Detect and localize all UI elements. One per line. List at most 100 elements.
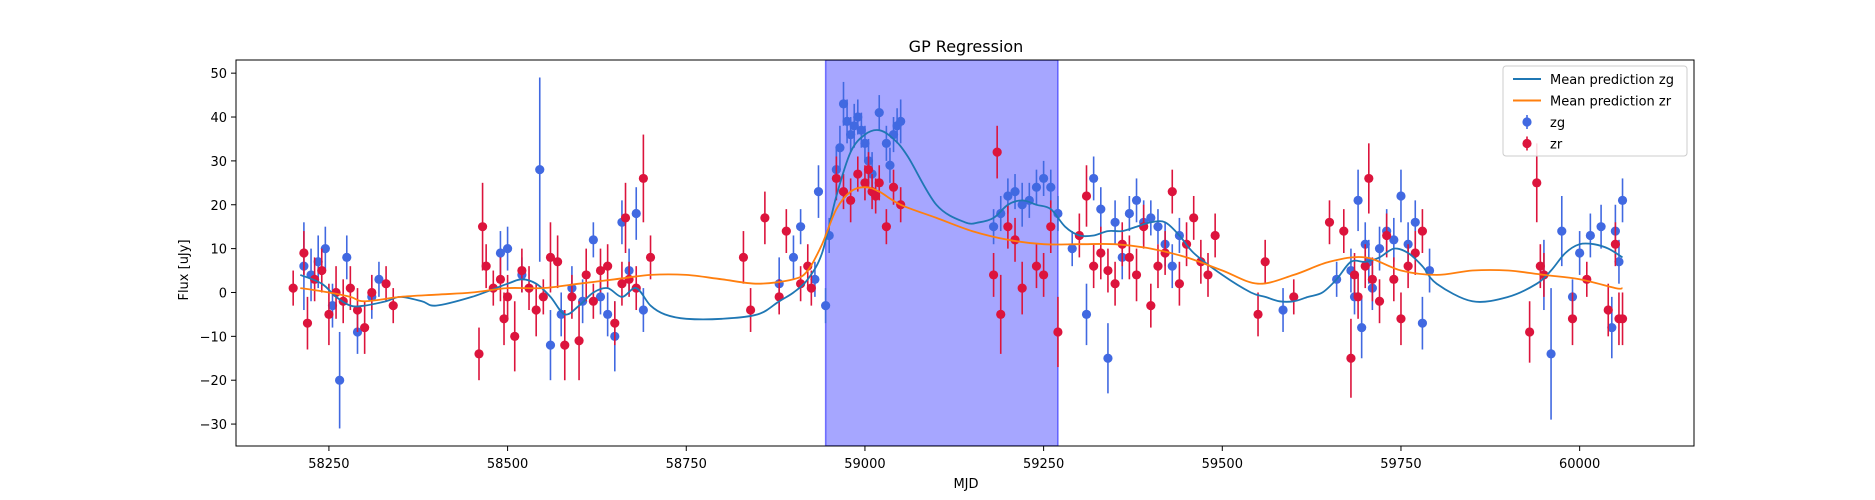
data-point-zr <box>478 222 487 231</box>
data-point-zr <box>567 292 576 301</box>
data-point-zr <box>1364 174 1373 183</box>
data-point-zg <box>1557 226 1566 235</box>
data-point-zr <box>603 262 612 271</box>
data-point-zr <box>1261 257 1270 266</box>
data-point-zg <box>1586 231 1595 240</box>
data-point-zr <box>1018 283 1027 292</box>
data-point-zg <box>821 301 830 310</box>
data-point-zg <box>535 165 544 174</box>
data-point-zr <box>1325 218 1334 227</box>
data-point-zr <box>346 283 355 292</box>
y-tick-label: 30 <box>210 155 227 170</box>
data-point-zr <box>1568 314 1577 323</box>
data-point-zr <box>1611 240 1620 249</box>
data-point-zr <box>574 336 583 345</box>
data-point-zr <box>1032 262 1041 271</box>
data-point-zg <box>1396 191 1405 200</box>
data-point-zr <box>889 183 898 192</box>
data-point-zr <box>381 279 390 288</box>
data-point-zg <box>885 161 894 170</box>
data-point-zr <box>739 253 748 262</box>
data-point-zg <box>1068 244 1077 253</box>
x-tick-label: 60000 <box>1559 457 1600 472</box>
x-tick-label: 58250 <box>308 457 349 472</box>
x-tick-label: 59750 <box>1380 457 1421 472</box>
data-point-zg <box>896 117 905 126</box>
data-point-zr <box>1353 292 1362 301</box>
data-point-zg <box>1046 183 1055 192</box>
data-point-zr <box>1253 310 1262 319</box>
data-point-zr <box>610 319 619 328</box>
y-tick-label: −30 <box>200 418 227 433</box>
legend-swatch-marker-zg <box>1522 117 1531 126</box>
data-point-zg <box>1110 218 1119 227</box>
data-point-zr <box>1132 270 1141 279</box>
data-point-zr <box>1089 262 1098 271</box>
data-point-zr <box>1203 270 1212 279</box>
legend-label-mean-prediction-zg: Mean prediction zg <box>1550 73 1674 88</box>
data-point-zr <box>510 332 519 341</box>
data-point-zr <box>360 323 369 332</box>
data-point-zg <box>989 222 998 231</box>
data-point-zg <box>546 341 555 350</box>
data-point-zr <box>846 196 855 205</box>
legend-swatch-marker-zr <box>1522 139 1531 148</box>
data-point-zr <box>1618 314 1627 323</box>
data-point-zg <box>639 305 648 314</box>
data-point-zg <box>1153 222 1162 231</box>
data-point-zg <box>882 139 891 148</box>
data-point-zr <box>1189 213 1198 222</box>
data-point-zr <box>582 270 591 279</box>
data-point-zr <box>289 283 298 292</box>
data-point-zr <box>1046 222 1055 231</box>
data-point-zr <box>553 257 562 266</box>
y-tick-label: 10 <box>210 243 227 258</box>
data-point-zg <box>1168 262 1177 271</box>
data-point-zr <box>389 301 398 310</box>
data-point-zr <box>303 319 312 328</box>
data-point-zr <box>782 226 791 235</box>
x-axis-label: MJD <box>953 477 978 492</box>
data-point-zg <box>1546 349 1555 358</box>
data-point-zg <box>1353 196 1362 205</box>
data-point-zg <box>814 187 823 196</box>
data-point-zg <box>1596 222 1605 231</box>
chart-title: GP Regression <box>909 37 1024 56</box>
data-point-zr <box>746 305 755 314</box>
x-tick-label: 59000 <box>844 457 885 472</box>
data-point-zr <box>1168 187 1177 196</box>
data-point-zr <box>517 266 526 275</box>
data-point-zg <box>1278 305 1287 314</box>
data-point-zg <box>632 209 641 218</box>
data-point-zg <box>1010 187 1019 196</box>
data-point-zg <box>1375 244 1384 253</box>
data-point-zr <box>1525 327 1534 336</box>
data-point-zr <box>324 310 333 319</box>
data-point-zg <box>589 235 598 244</box>
data-point-zr <box>589 297 598 306</box>
data-point-zr <box>996 310 1005 319</box>
data-point-zr <box>646 253 655 262</box>
data-point-zg <box>1418 319 1427 328</box>
data-point-zg <box>1082 310 1091 319</box>
x-tick-label: 59250 <box>1023 457 1064 472</box>
data-point-zr <box>482 262 491 271</box>
data-point-zr <box>993 148 1002 157</box>
x-tick-label: 58750 <box>666 457 707 472</box>
data-point-zr <box>875 178 884 187</box>
data-point-zg <box>1096 205 1105 214</box>
data-point-zg <box>335 376 344 385</box>
data-point-zr <box>1339 226 1348 235</box>
data-point-zg <box>342 253 351 262</box>
data-point-zr <box>1389 275 1398 284</box>
data-point-zg <box>796 222 805 231</box>
data-point-zr <box>1175 279 1184 288</box>
data-point-zr <box>760 213 769 222</box>
data-point-zr <box>1604 305 1613 314</box>
data-point-zr <box>1418 226 1427 235</box>
data-point-zg <box>1089 174 1098 183</box>
data-point-zr <box>1103 266 1112 275</box>
data-point-zg <box>1618 196 1627 205</box>
data-point-zr <box>1532 178 1541 187</box>
